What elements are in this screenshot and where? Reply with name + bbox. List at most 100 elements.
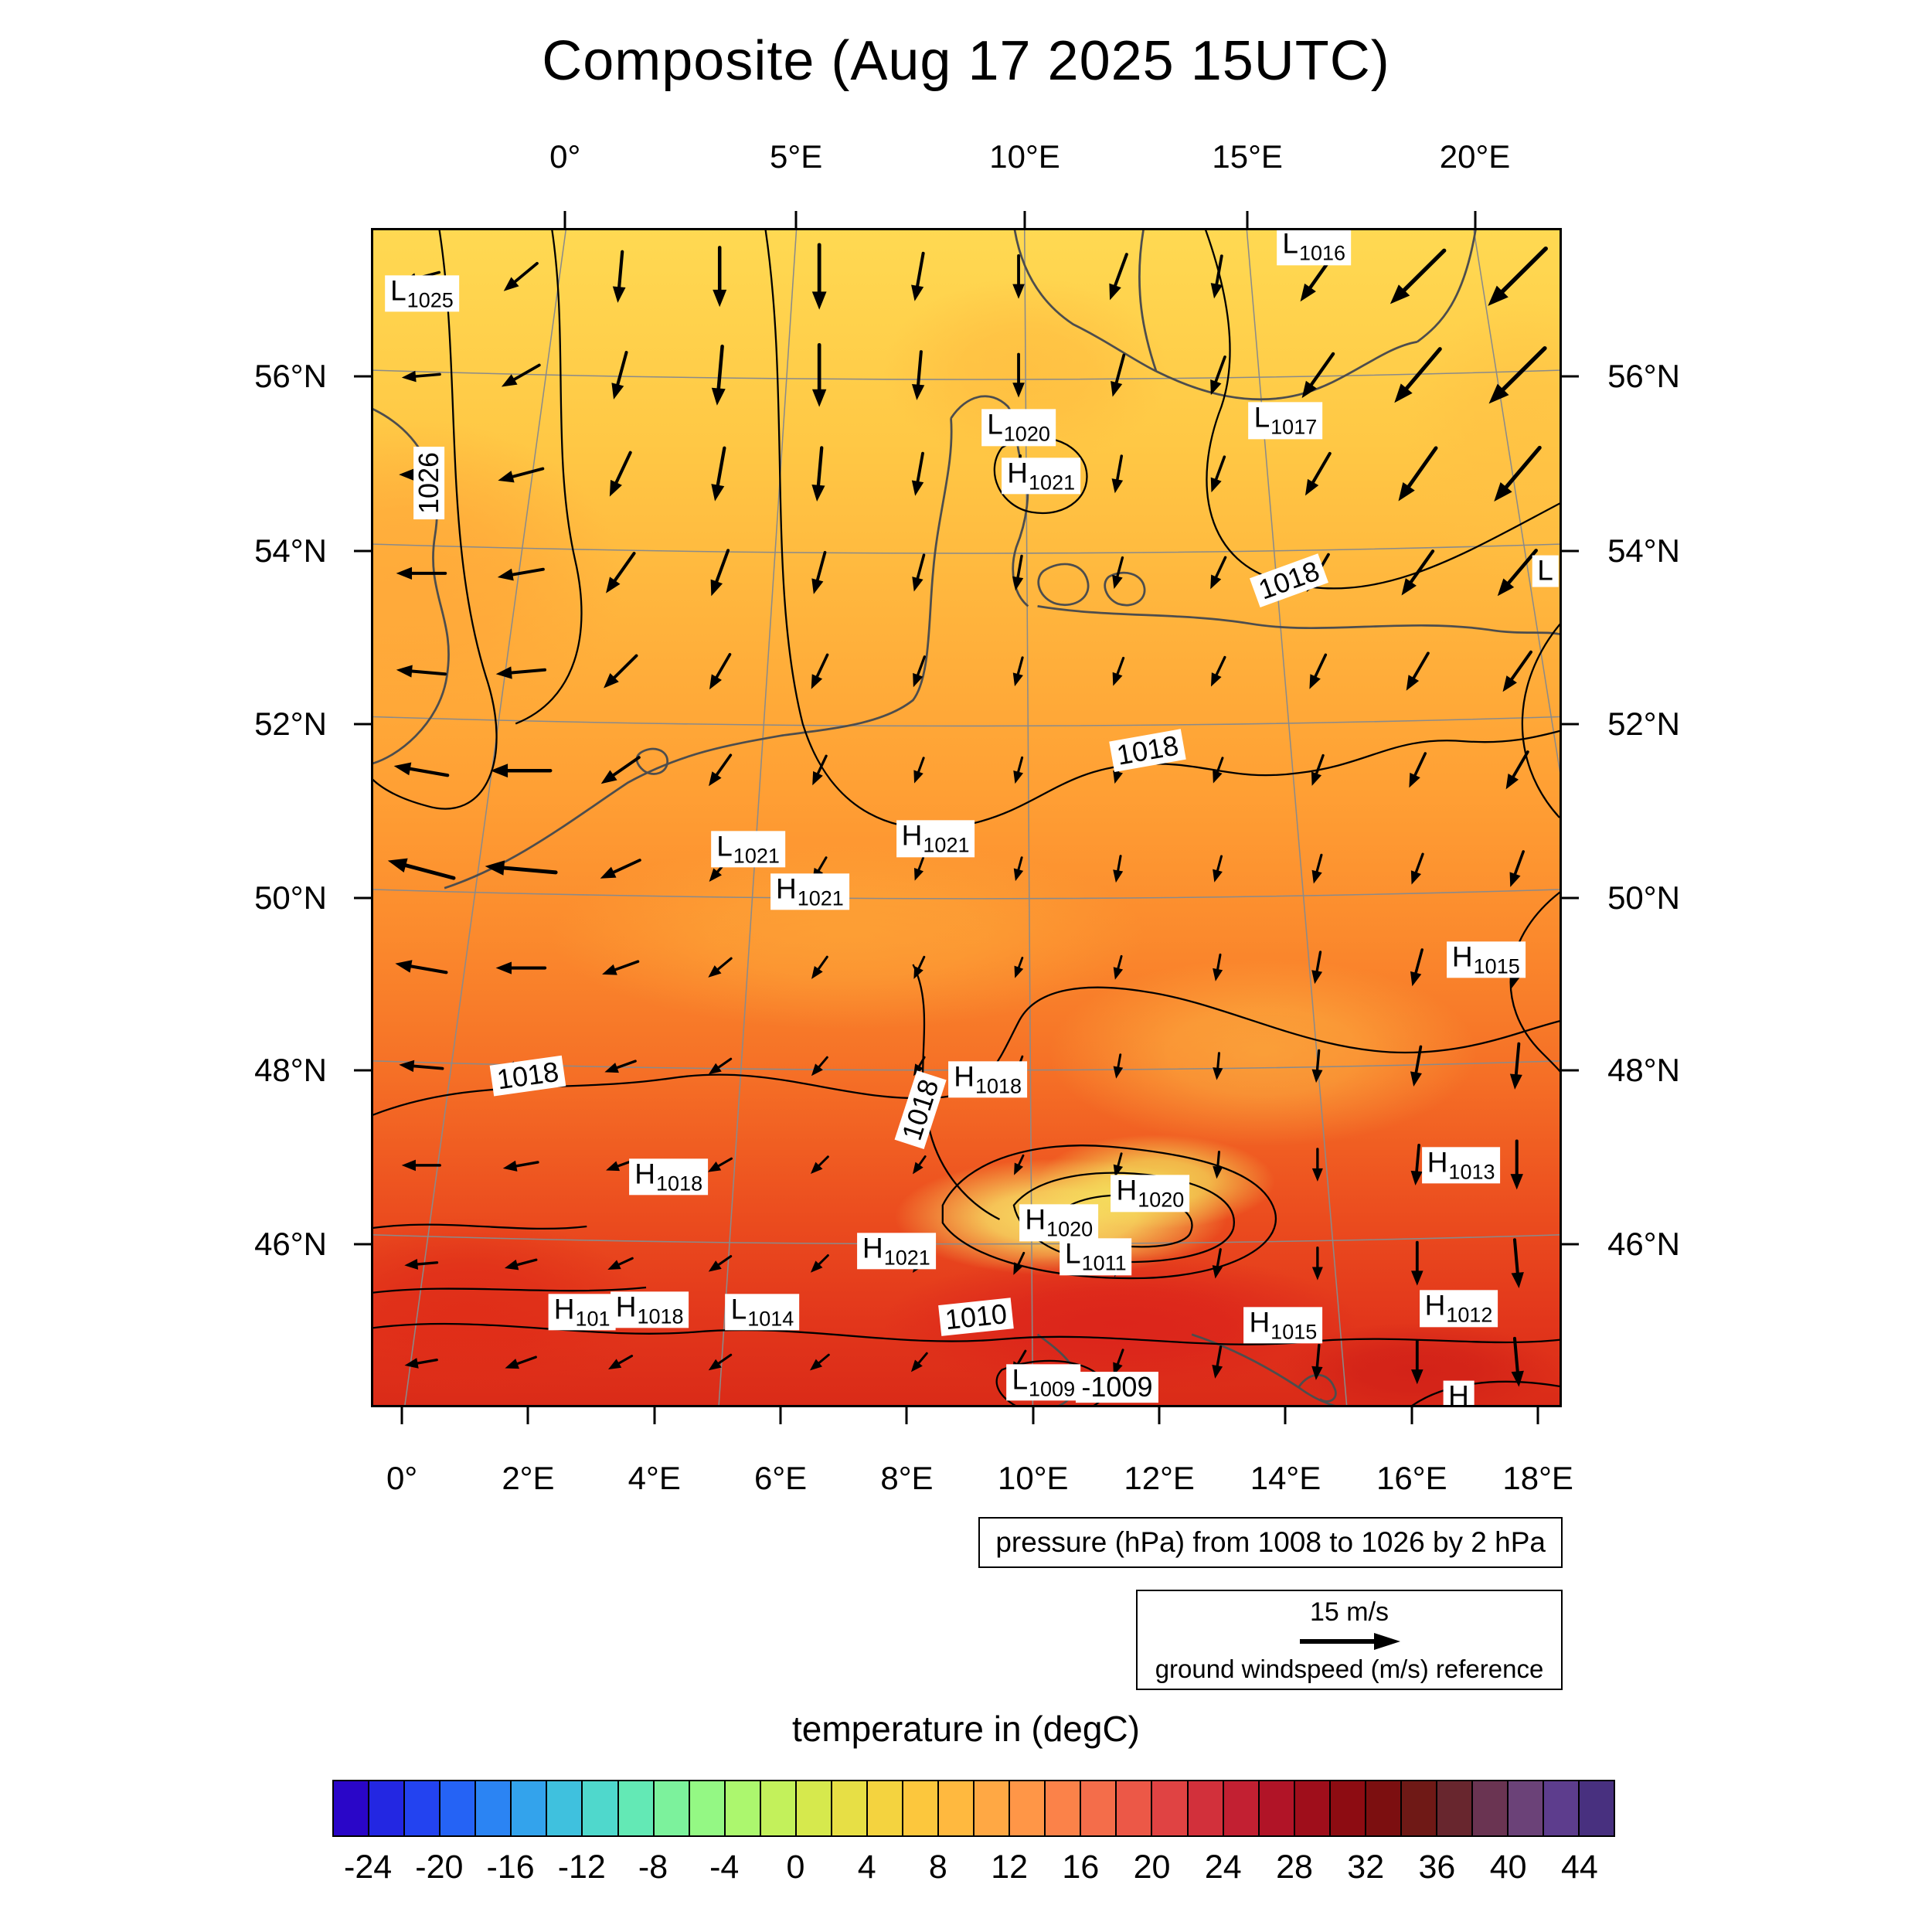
wind-arrow-head <box>401 1159 416 1172</box>
wind-arrow <box>1216 1345 1223 1367</box>
colorbar-tick-label: -12 <box>557 1849 606 1886</box>
pressure-contour-path <box>373 230 498 810</box>
right-axis-label: 54°N <box>1607 532 1680 570</box>
wind-arrow-head <box>911 480 924 496</box>
wind-arrow <box>515 1161 539 1168</box>
colorbar-cell <box>440 1781 477 1835</box>
wind-arrow <box>1016 1349 1027 1366</box>
colorbar-tick-label: -4 <box>709 1849 740 1886</box>
wind-arrow-head <box>1301 380 1317 399</box>
bottom-axis-label: 14°E <box>1250 1460 1321 1496</box>
high-low-label: H1018 <box>629 1158 709 1196</box>
colorbar-tick-label: -8 <box>638 1849 668 1886</box>
wind-arrow <box>815 550 827 582</box>
wind-arrow <box>515 1355 537 1366</box>
wind-arrow <box>818 1056 828 1068</box>
axis-tick-mark <box>1284 1407 1287 1424</box>
wind-arrow <box>1216 953 1222 971</box>
wind-arrow-head <box>1401 578 1417 596</box>
colorbar-tick-label: 20 <box>1133 1849 1171 1886</box>
wind-arrow <box>717 1057 733 1069</box>
high-low-value: 1021 <box>1029 471 1076 494</box>
wind-arrow <box>1017 856 1023 871</box>
wind-arrow-head <box>1497 578 1515 597</box>
colorbar-tick-label: 32 <box>1347 1849 1385 1886</box>
wind-arrow-head <box>490 764 509 778</box>
contour-label: 1018 <box>489 1056 566 1097</box>
colorbar-cell <box>1330 1781 1366 1835</box>
bottom-axis-label: 16°E <box>1376 1460 1447 1496</box>
colorbar-tick-label: 12 <box>991 1849 1029 1886</box>
wind-arrow-head <box>713 289 727 308</box>
wind-arrow-head <box>1494 481 1512 502</box>
colorbar-cell <box>725 1781 761 1835</box>
wind-arrow-head <box>485 860 505 876</box>
wind-arrow <box>1406 446 1438 488</box>
wind-arrow <box>1216 757 1224 774</box>
wind-arrow-head <box>811 1063 823 1077</box>
wind-arrow <box>1413 752 1427 777</box>
high-low-value: 1018 <box>975 1074 1022 1098</box>
wind-arrow-head <box>910 1359 923 1372</box>
wind-arrow <box>1214 455 1226 481</box>
wind-arrow <box>1214 556 1227 579</box>
graticule-parallel <box>373 889 1560 900</box>
wind-arrow <box>818 1353 830 1364</box>
colorbar-cell <box>1046 1781 1082 1835</box>
top-axis-label: 10°E <box>989 138 1060 175</box>
wind-arrow-head <box>708 1359 722 1371</box>
wind-arrow-head <box>1213 770 1223 784</box>
wind-arrow-head <box>1311 1366 1323 1380</box>
high-low-letter: L <box>987 408 1003 440</box>
axis-tick-mark <box>1562 1069 1579 1072</box>
wind-arrow-head <box>709 771 722 787</box>
axis-tick-mark <box>905 1407 908 1424</box>
wind-arrow-head <box>607 1359 622 1370</box>
high-low-label: H1021 <box>1002 457 1081 495</box>
windspeed-caption: ground windspeed (m/s) reference <box>1155 1655 1544 1683</box>
wind-arrow <box>1016 656 1024 675</box>
colorbar-cell <box>867 1781 903 1835</box>
wind-arrow <box>416 1358 438 1365</box>
top-axis-label: 20°E <box>1439 138 1511 175</box>
wind-arrow-head <box>609 479 622 497</box>
colorbar-cell <box>476 1781 512 1835</box>
wind-arrow-head <box>600 866 617 879</box>
wind-arrow-head <box>387 858 408 872</box>
colorbar-tick-label: 40 <box>1489 1849 1527 1886</box>
high-low-label: L1014 <box>725 1294 800 1331</box>
wind-arrow-head <box>1311 1168 1323 1182</box>
wind-arrow <box>917 955 926 970</box>
wind-arrow-head <box>1309 674 1321 689</box>
wind-arrow <box>816 754 828 775</box>
wind-arrow <box>1017 957 1024 969</box>
wind-arrow-head <box>809 1359 823 1371</box>
high-low-label: H1015 <box>1243 1306 1323 1344</box>
wind-arrow-head <box>1410 1170 1423 1186</box>
wind-arrow-head <box>1112 574 1123 590</box>
wind-arrow <box>612 859 641 874</box>
wind-arrow-head <box>708 1260 722 1272</box>
wind-arrow-head <box>495 961 512 975</box>
high-low-value: 1025 <box>406 288 454 312</box>
wind-arrow-head <box>1112 672 1123 686</box>
contour-label-text: 1018 <box>494 1056 561 1096</box>
wind-arrow <box>1114 353 1126 384</box>
wind-arrow-head <box>404 1358 419 1369</box>
contour-label-text: 1026 <box>413 451 445 514</box>
wind-arrow-head <box>1210 574 1222 590</box>
wind-arrow-head <box>1488 285 1509 306</box>
wind-arrow-head <box>497 568 514 581</box>
high-low-letter: H <box>1116 1174 1138 1206</box>
wind-arrow-head <box>1213 1067 1223 1080</box>
colorbar-cell <box>334 1781 370 1835</box>
colorbar-cell <box>1437 1781 1473 1835</box>
wind-arrow <box>715 753 733 777</box>
left-axis-label: 46°N <box>254 1226 327 1263</box>
wind-arrow <box>1510 650 1532 681</box>
bottom-axis-label: 18°E <box>1502 1460 1573 1496</box>
high-low-value: 101 <box>575 1307 611 1331</box>
bottom-axis-label: 0° <box>386 1460 418 1496</box>
pressure-contour-path <box>1521 623 1560 818</box>
axis-tick-mark <box>1562 375 1579 378</box>
